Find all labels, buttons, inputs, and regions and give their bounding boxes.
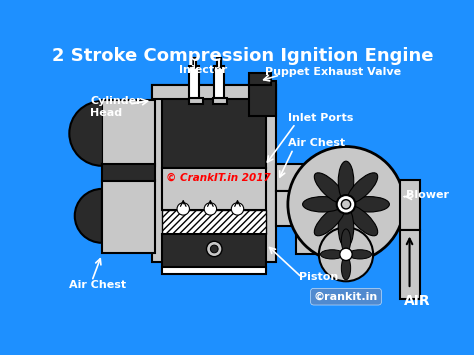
Bar [190,66,199,100]
Ellipse shape [314,173,345,203]
Ellipse shape [347,206,378,236]
Text: Air Chest: Air Chest [69,280,126,290]
Text: Inlet Ports: Inlet Ports [288,113,353,123]
Text: Puppet Exhaust Valve: Puppet Exhaust Valve [264,67,401,77]
Ellipse shape [338,207,354,247]
Bar [218,58,221,68]
Bar [102,180,155,253]
Bar [400,230,419,299]
Text: AIR: AIR [404,294,430,307]
Ellipse shape [349,197,390,212]
Ellipse shape [314,206,345,236]
Bar [214,66,224,100]
Bar [102,100,155,166]
Circle shape [341,200,351,209]
Circle shape [210,245,218,253]
Bar [190,98,203,104]
Bar [192,58,196,68]
Text: ©rankit.in: ©rankit.in [314,292,378,302]
Bar [152,85,276,262]
Wedge shape [73,104,102,163]
Wedge shape [75,189,102,243]
Ellipse shape [341,257,351,280]
Bar [400,180,419,230]
Bar [162,234,266,271]
Ellipse shape [348,250,372,259]
Circle shape [319,228,373,281]
Bar [276,164,323,191]
Circle shape [177,203,190,215]
Bar [276,191,296,226]
Text: Cylinder
Head: Cylinder Head [90,97,142,118]
Circle shape [337,195,356,214]
Bar [296,201,333,254]
Bar [162,211,266,234]
Bar [162,267,266,274]
Bar [162,95,266,168]
Text: Blower: Blower [406,190,449,200]
Bar [249,73,271,85]
Text: Injector: Injector [179,65,228,75]
Text: Air Chest: Air Chest [288,138,345,148]
Bar [152,85,276,99]
Text: Piston: Piston [300,272,339,283]
Bar [213,98,227,104]
Ellipse shape [302,197,343,212]
Circle shape [340,248,352,261]
Circle shape [207,241,222,257]
Text: 2 Stroke Compression Ignition Engine: 2 Stroke Compression Ignition Engine [52,48,434,65]
Ellipse shape [320,250,344,259]
Text: © CrankIT.in 2017: © CrankIT.in 2017 [166,172,271,182]
Circle shape [204,203,217,215]
Bar [102,164,155,181]
Ellipse shape [341,229,351,252]
Bar [249,81,276,116]
Circle shape [231,203,244,215]
Wedge shape [69,101,102,166]
Ellipse shape [338,161,354,201]
Bar [162,168,266,211]
Ellipse shape [347,173,378,203]
Circle shape [288,147,404,262]
